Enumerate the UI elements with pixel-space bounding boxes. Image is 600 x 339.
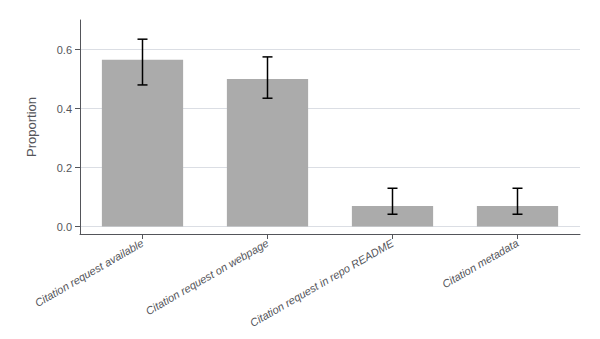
svg-text:0.2: 0.2 <box>57 162 72 174</box>
svg-text:0.4: 0.4 <box>57 103 72 115</box>
svg-text:Citation request available: Citation request available <box>33 237 146 309</box>
svg-text:Citation request in repo READM: Citation request in repo README <box>248 236 396 329</box>
svg-text:Citation request on webpage: Citation request on webpage <box>143 237 270 317</box>
svg-text:Citation metadata: Citation metadata <box>440 237 521 290</box>
svg-text:0.0: 0.0 <box>57 221 72 233</box>
svg-text:0.6: 0.6 <box>57 44 72 56</box>
svg-text:Proportion: Proportion <box>24 97 39 157</box>
